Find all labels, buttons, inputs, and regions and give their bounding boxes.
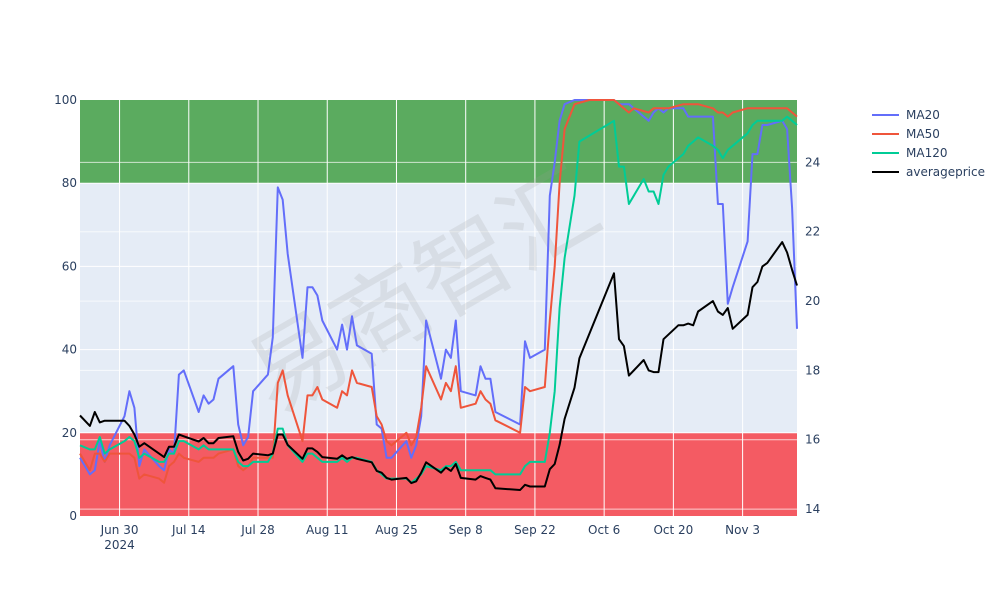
x-tick-sublabel: 2024 [104, 538, 135, 552]
x-tick-label: Sep 8 [449, 523, 483, 537]
legend[interactable]: MA20 MA50 MA120 averageprice [872, 108, 985, 179]
right-tick-label: 20 [805, 294, 820, 308]
legend-label: MA50 [906, 127, 940, 141]
legend-item-ma50[interactable]: MA50 [872, 127, 940, 141]
x-tick-label: Oct 6 [588, 523, 620, 537]
series-line-ma50 [79, 99, 798, 484]
x-tick-label: Jul 14 [171, 523, 206, 537]
grid-lines [80, 100, 797, 516]
legend-label: averageprice [906, 165, 985, 179]
x-tick-label: Sep 22 [514, 523, 556, 537]
left-tick-label: 20 [62, 426, 77, 440]
right-tick-label: 18 [805, 363, 820, 377]
right-y-axis: 14 16 18 20 22 24 [805, 155, 820, 516]
x-tick-label: Aug 11 [306, 523, 349, 537]
series-line-ma20 [79, 99, 798, 476]
left-tick-label: 40 [62, 343, 77, 357]
right-tick-label: 24 [805, 155, 820, 169]
left-tick-label: 100 [54, 93, 77, 107]
legend-item-ma120[interactable]: MA120 [872, 146, 947, 160]
series-layer [79, 99, 798, 491]
left-y-axis: 0 20 40 60 80 100 [54, 93, 77, 523]
band-1 [80, 432, 797, 516]
right-tick-label: 14 [805, 502, 820, 516]
right-tick-label: 22 [805, 225, 820, 239]
left-tick-label: 60 [62, 259, 77, 273]
x-tick-label: Nov 3 [725, 523, 760, 537]
threshold-bands [80, 100, 797, 516]
x-tick-label: Jun 30 [100, 523, 139, 537]
legend-label: MA120 [906, 146, 947, 160]
legend-label: MA20 [906, 108, 940, 122]
legend-item-averageprice[interactable]: averageprice [872, 165, 985, 179]
x-tick-label: Aug 25 [375, 523, 418, 537]
left-tick-label: 0 [69, 509, 77, 523]
legend-item-ma20[interactable]: MA20 [872, 108, 940, 122]
left-tick-label: 80 [62, 176, 77, 190]
x-tick-label: Jul 28 [240, 523, 275, 537]
band-0 [80, 100, 797, 184]
x-tick-label: Oct 20 [653, 523, 693, 537]
series-line-averageprice [79, 241, 798, 491]
right-tick-label: 16 [805, 433, 820, 447]
